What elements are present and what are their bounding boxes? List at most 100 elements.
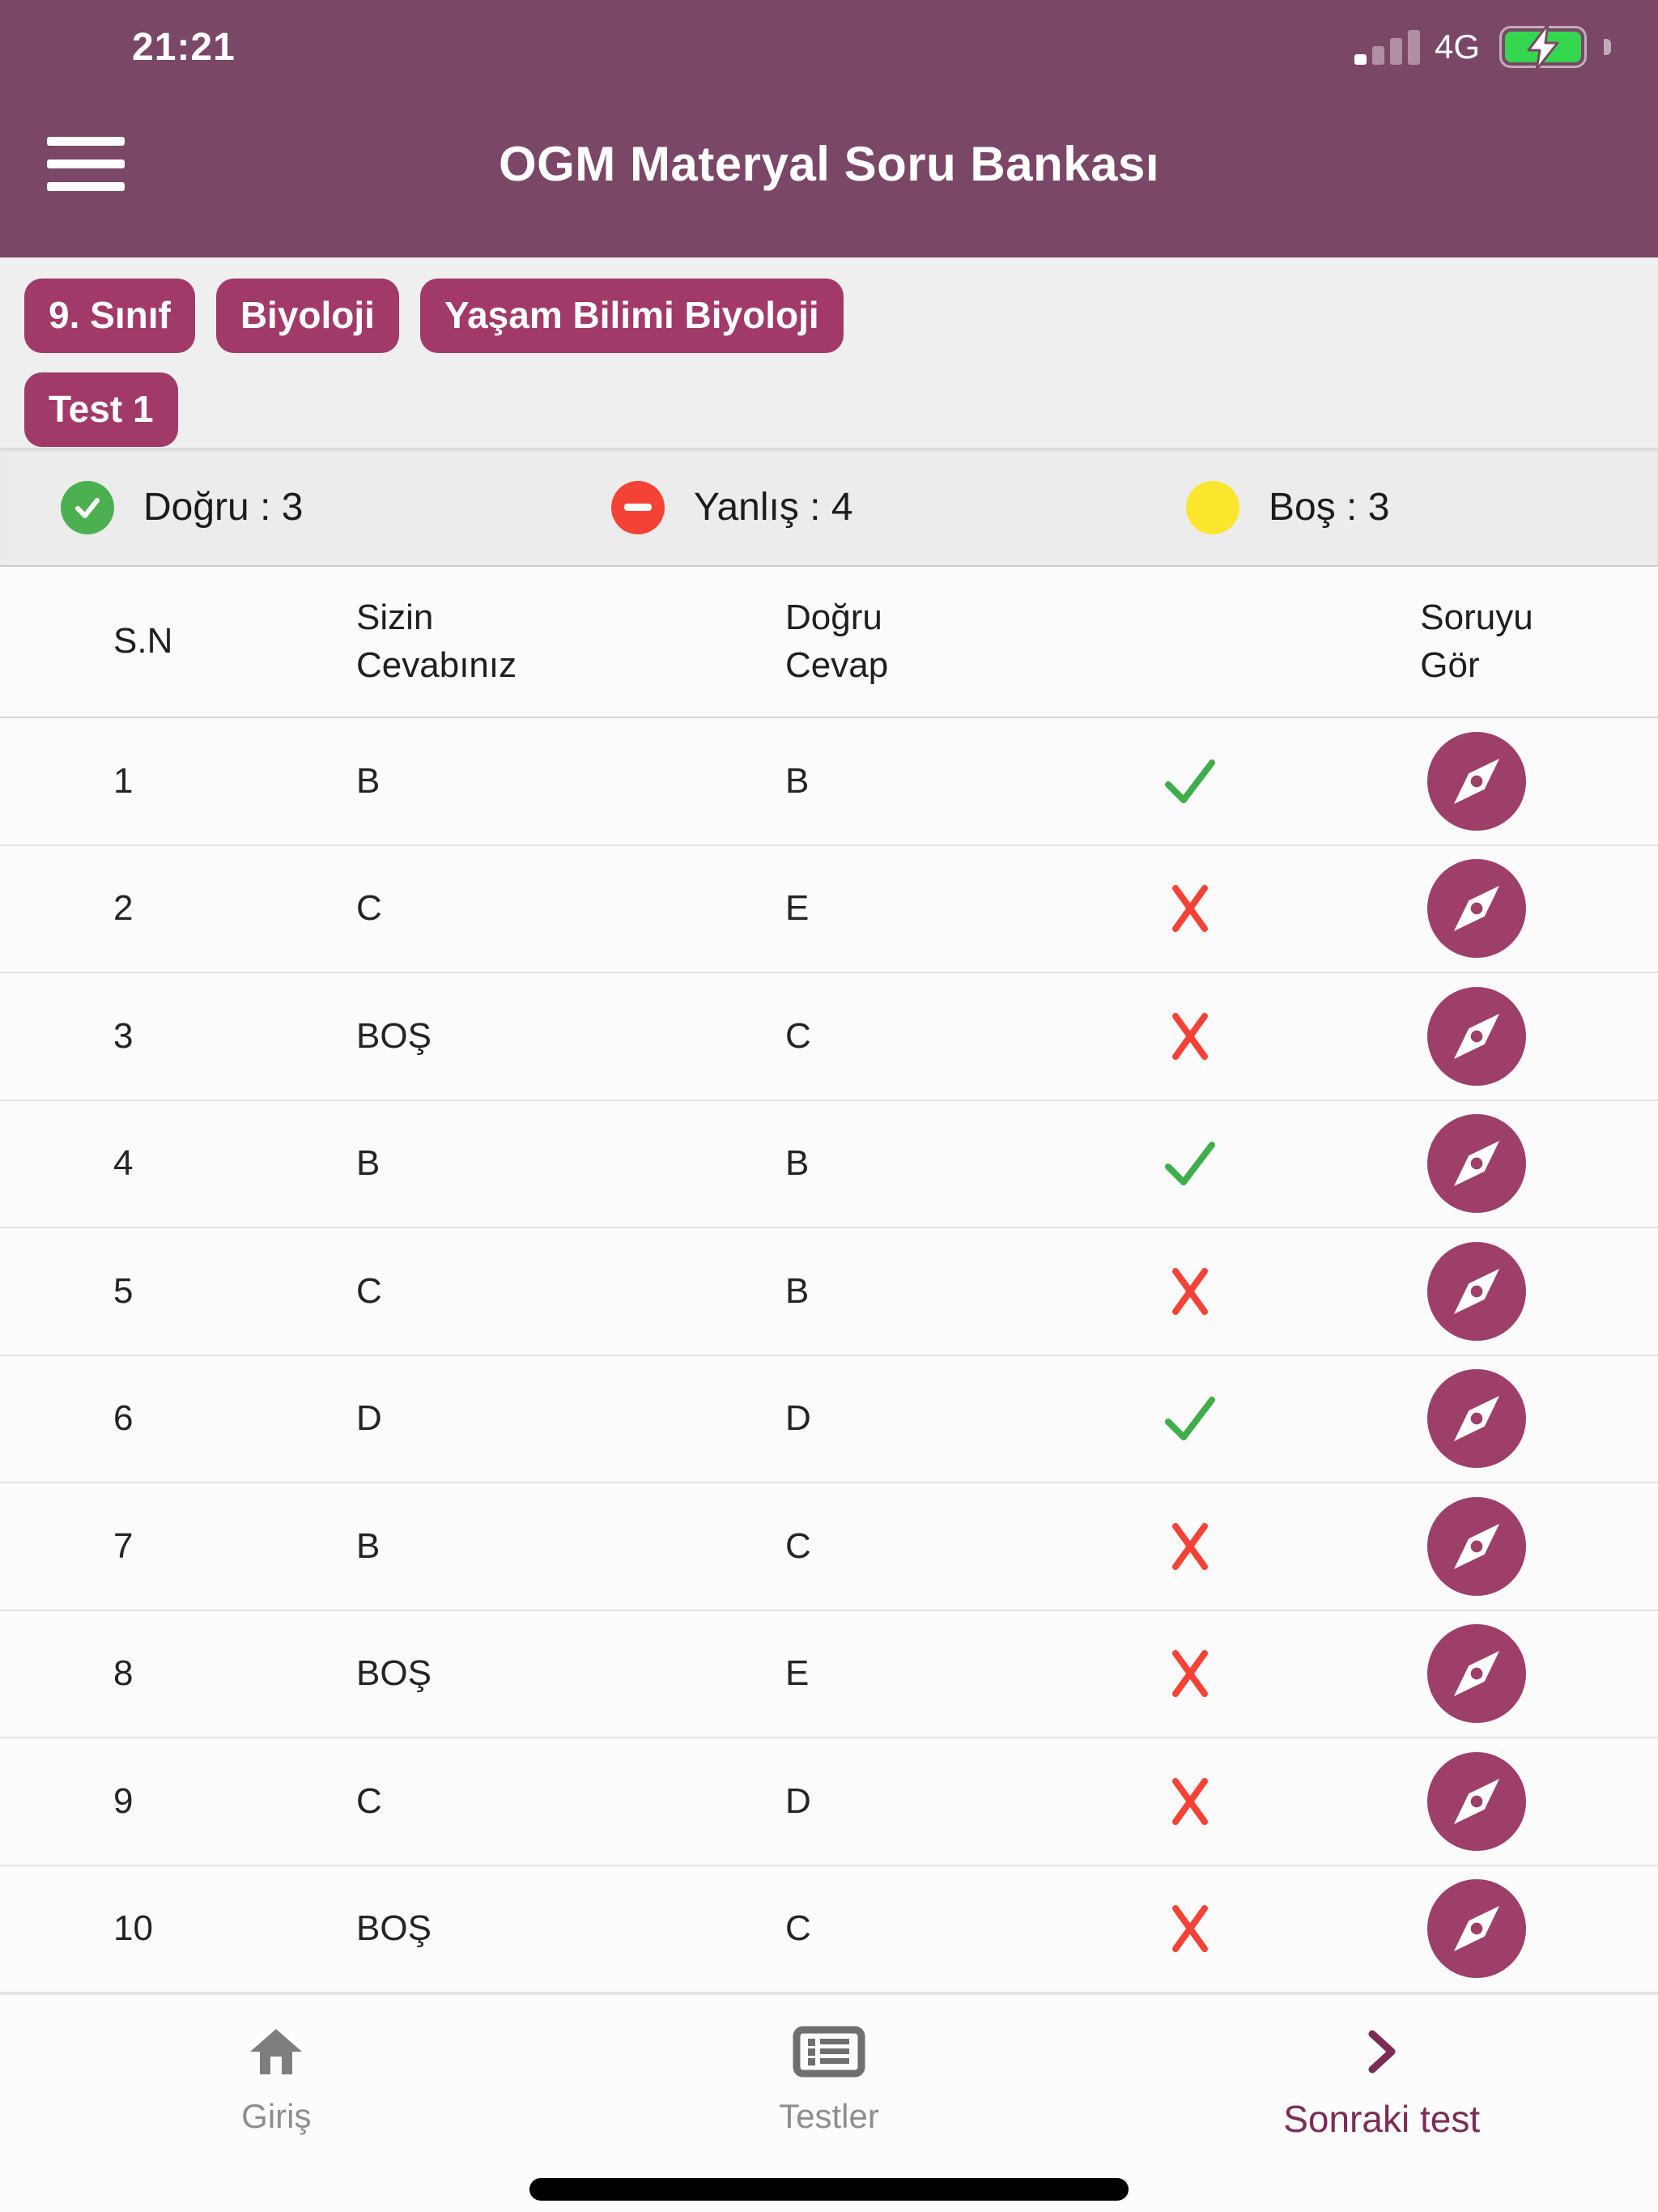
chip-unit: Yaşam Bilimi Biyoloji [419,279,844,353]
your-answer: C [356,1780,382,1821]
signal-strength-icon [1354,29,1420,65]
app-header: 21:21 4G OGM Materyal Soru Bankası [0,0,1658,257]
header-row: OGM Materyal Soru Bankası [0,70,1658,257]
col-header-your-answer: Sizin Cevabınız [356,598,517,685]
nav-tests-button[interactable]: Testler [553,1995,1106,2212]
nav-home-label: Giriş [241,2097,312,2135]
summary-wrong: Yanlış : 4 [611,480,1186,534]
row-number: 3 [113,1015,134,1056]
view-question-button[interactable] [1427,1751,1526,1851]
row-number: 1 [113,760,134,801]
correct-answer: C [785,1908,811,1949]
view-question-button[interactable] [1427,1624,1526,1724]
row-number: 2 [113,888,134,929]
home-icon [245,2023,307,2081]
battery-charging-icon [1499,23,1587,70]
result-wrong-icon [1172,1522,1208,1570]
result-correct-icon [1165,1397,1215,1441]
chip-test: Test 1 [24,372,178,447]
table-row: 3 BOŞ C [0,973,1658,1101]
view-question-button[interactable] [1427,1114,1526,1214]
network-type-label: 4G [1434,28,1480,66]
result-wrong-icon [1172,1012,1208,1060]
result-wrong-icon [1172,1905,1208,1953]
view-question-button[interactable] [1427,1496,1526,1596]
wrong-minus-icon [611,480,665,534]
compass-icon [1427,1369,1526,1469]
your-answer: C [356,1270,382,1311]
correct-answer: B [785,1270,810,1311]
col-header-correct-answer: Doğru Cevap [785,598,889,685]
tests-list-icon [793,2023,865,2081]
result-correct-icon [1165,1142,1215,1186]
correct-answer: E [785,888,810,929]
table-header: S.N Sizin Cevabınız Doğru Cevap Soruyu G… [0,567,1658,718]
row-number: 8 [113,1653,134,1694]
nav-home-button[interactable]: Giriş [0,1995,553,2212]
compass-icon [1427,986,1526,1086]
result-wrong-icon [1172,1650,1208,1698]
chevron-right-icon [1364,2023,1400,2081]
compass-icon [1427,1241,1526,1341]
compass-icon [1427,1496,1526,1596]
view-question-button[interactable] [1427,731,1526,831]
menu-button[interactable] [47,136,125,191]
results-table: S.N Sizin Cevabınız Doğru Cevap Soruyu G… [0,567,1658,1993]
status-time: 21:21 [132,25,236,69]
view-question-button[interactable] [1427,1241,1526,1341]
table-row: 10 BOŞ C [0,1866,1658,1993]
result-wrong-icon [1172,1777,1208,1825]
compass-icon [1427,859,1526,959]
table-body: 1 B B 2 C E [0,718,1658,1993]
view-question-button[interactable] [1427,1369,1526,1469]
your-answer: BOŞ [356,1653,432,1694]
compass-icon [1427,1624,1526,1724]
your-answer: C [356,888,382,929]
result-correct-icon [1165,759,1215,803]
page-title: OGM Materyal Soru Bankası [498,136,1160,191]
col-header-sn: S.N [113,621,173,661]
bottom-nav: Giriş Testler So [0,1993,1658,2212]
row-number: 10 [113,1908,153,1949]
correct-answer: C [785,1015,811,1056]
row-number: 9 [113,1780,134,1821]
compass-icon [1427,1879,1526,1979]
correct-answer: D [785,1398,811,1439]
breadcrumb-chips: 9. Sınıf Biyoloji Yaşam Bilimi Biyoloji … [0,257,1658,449]
nav-tests-label: Testler [779,2097,879,2135]
your-answer: B [356,760,380,801]
home-indicator[interactable] [529,2178,1129,2201]
compass-icon [1427,1751,1526,1851]
view-question-button[interactable] [1427,859,1526,959]
result-wrong-icon [1172,1267,1208,1315]
summary-correct: Doğru : 3 [61,480,611,534]
summary-correct-label: Doğru : 3 [143,486,304,529]
summary-empty: Boş : 3 [1186,480,1597,534]
table-row: 8 BOŞ E [0,1611,1658,1738]
your-answer: BOŞ [356,1015,432,1056]
table-row: 6 D D [0,1356,1658,1483]
your-answer: BOŞ [356,1908,432,1949]
table-row: 4 B B [0,1101,1658,1228]
your-answer: B [356,1143,380,1184]
nav-next-test-label: Sonraki test [1283,2098,1481,2140]
nav-next-test-button[interactable]: Sonraki test [1105,1995,1658,2212]
status-icons: 4G [1354,23,1611,70]
battery-nub [1604,39,1611,55]
col-header-view-question: Soruyu Gör [1420,598,1533,685]
table-row: 5 C B [0,1228,1658,1356]
table-row: 9 C D [0,1738,1658,1866]
summary-wrong-label: Yanlış : 4 [694,486,853,529]
chip-grade: 9. Sınıf [24,279,195,353]
view-question-button[interactable] [1427,986,1526,1086]
correct-answer: B [785,1143,810,1184]
empty-circle-icon [1186,480,1239,534]
row-number: 7 [113,1525,134,1566]
view-question-button[interactable] [1427,1879,1526,1979]
correct-answer: C [785,1525,811,1566]
row-number: 5 [113,1270,134,1311]
correct-check-icon [61,480,114,534]
status-bar: 21:21 4G [0,0,1658,70]
result-summary: Doğru : 3 Yanlış : 4 Boş : 3 [0,449,1658,567]
